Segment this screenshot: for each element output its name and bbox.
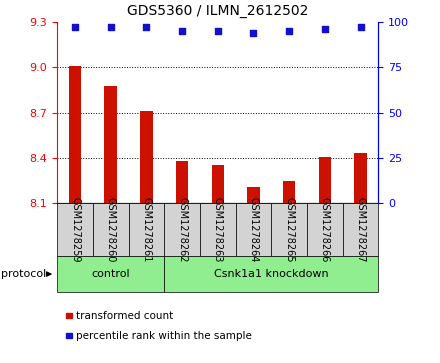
Title: GDS5360 / ILMN_2612502: GDS5360 / ILMN_2612502 xyxy=(127,4,308,18)
Text: GSM1278265: GSM1278265 xyxy=(284,197,294,262)
Bar xyxy=(69,66,81,203)
Text: protocol: protocol xyxy=(1,269,46,279)
Point xyxy=(214,28,221,34)
Text: GSM1278264: GSM1278264 xyxy=(249,197,258,262)
Text: Csnk1a1 knockdown: Csnk1a1 knockdown xyxy=(214,269,329,279)
Point xyxy=(107,24,114,30)
Text: GSM1278266: GSM1278266 xyxy=(320,197,330,262)
Bar xyxy=(212,165,224,203)
Bar xyxy=(354,153,367,203)
Point xyxy=(357,24,364,30)
Text: GSM1278267: GSM1278267 xyxy=(356,197,366,262)
Text: transformed count: transformed count xyxy=(76,311,173,321)
Point xyxy=(143,24,150,30)
Bar xyxy=(176,161,188,203)
Bar xyxy=(247,187,260,203)
Bar xyxy=(319,157,331,203)
Text: percentile rank within the sample: percentile rank within the sample xyxy=(76,331,252,341)
Bar xyxy=(104,86,117,203)
Text: GSM1278263: GSM1278263 xyxy=(213,197,223,262)
Point xyxy=(250,30,257,36)
Text: GSM1278259: GSM1278259 xyxy=(70,197,80,262)
Point xyxy=(321,26,328,32)
Point xyxy=(286,28,293,34)
Text: GSM1278260: GSM1278260 xyxy=(106,197,116,262)
Bar xyxy=(140,111,153,203)
Point xyxy=(72,24,79,30)
Point xyxy=(179,28,186,34)
Text: GSM1278262: GSM1278262 xyxy=(177,197,187,262)
Text: control: control xyxy=(92,269,130,279)
Text: GSM1278261: GSM1278261 xyxy=(141,197,151,262)
Bar xyxy=(283,182,295,203)
